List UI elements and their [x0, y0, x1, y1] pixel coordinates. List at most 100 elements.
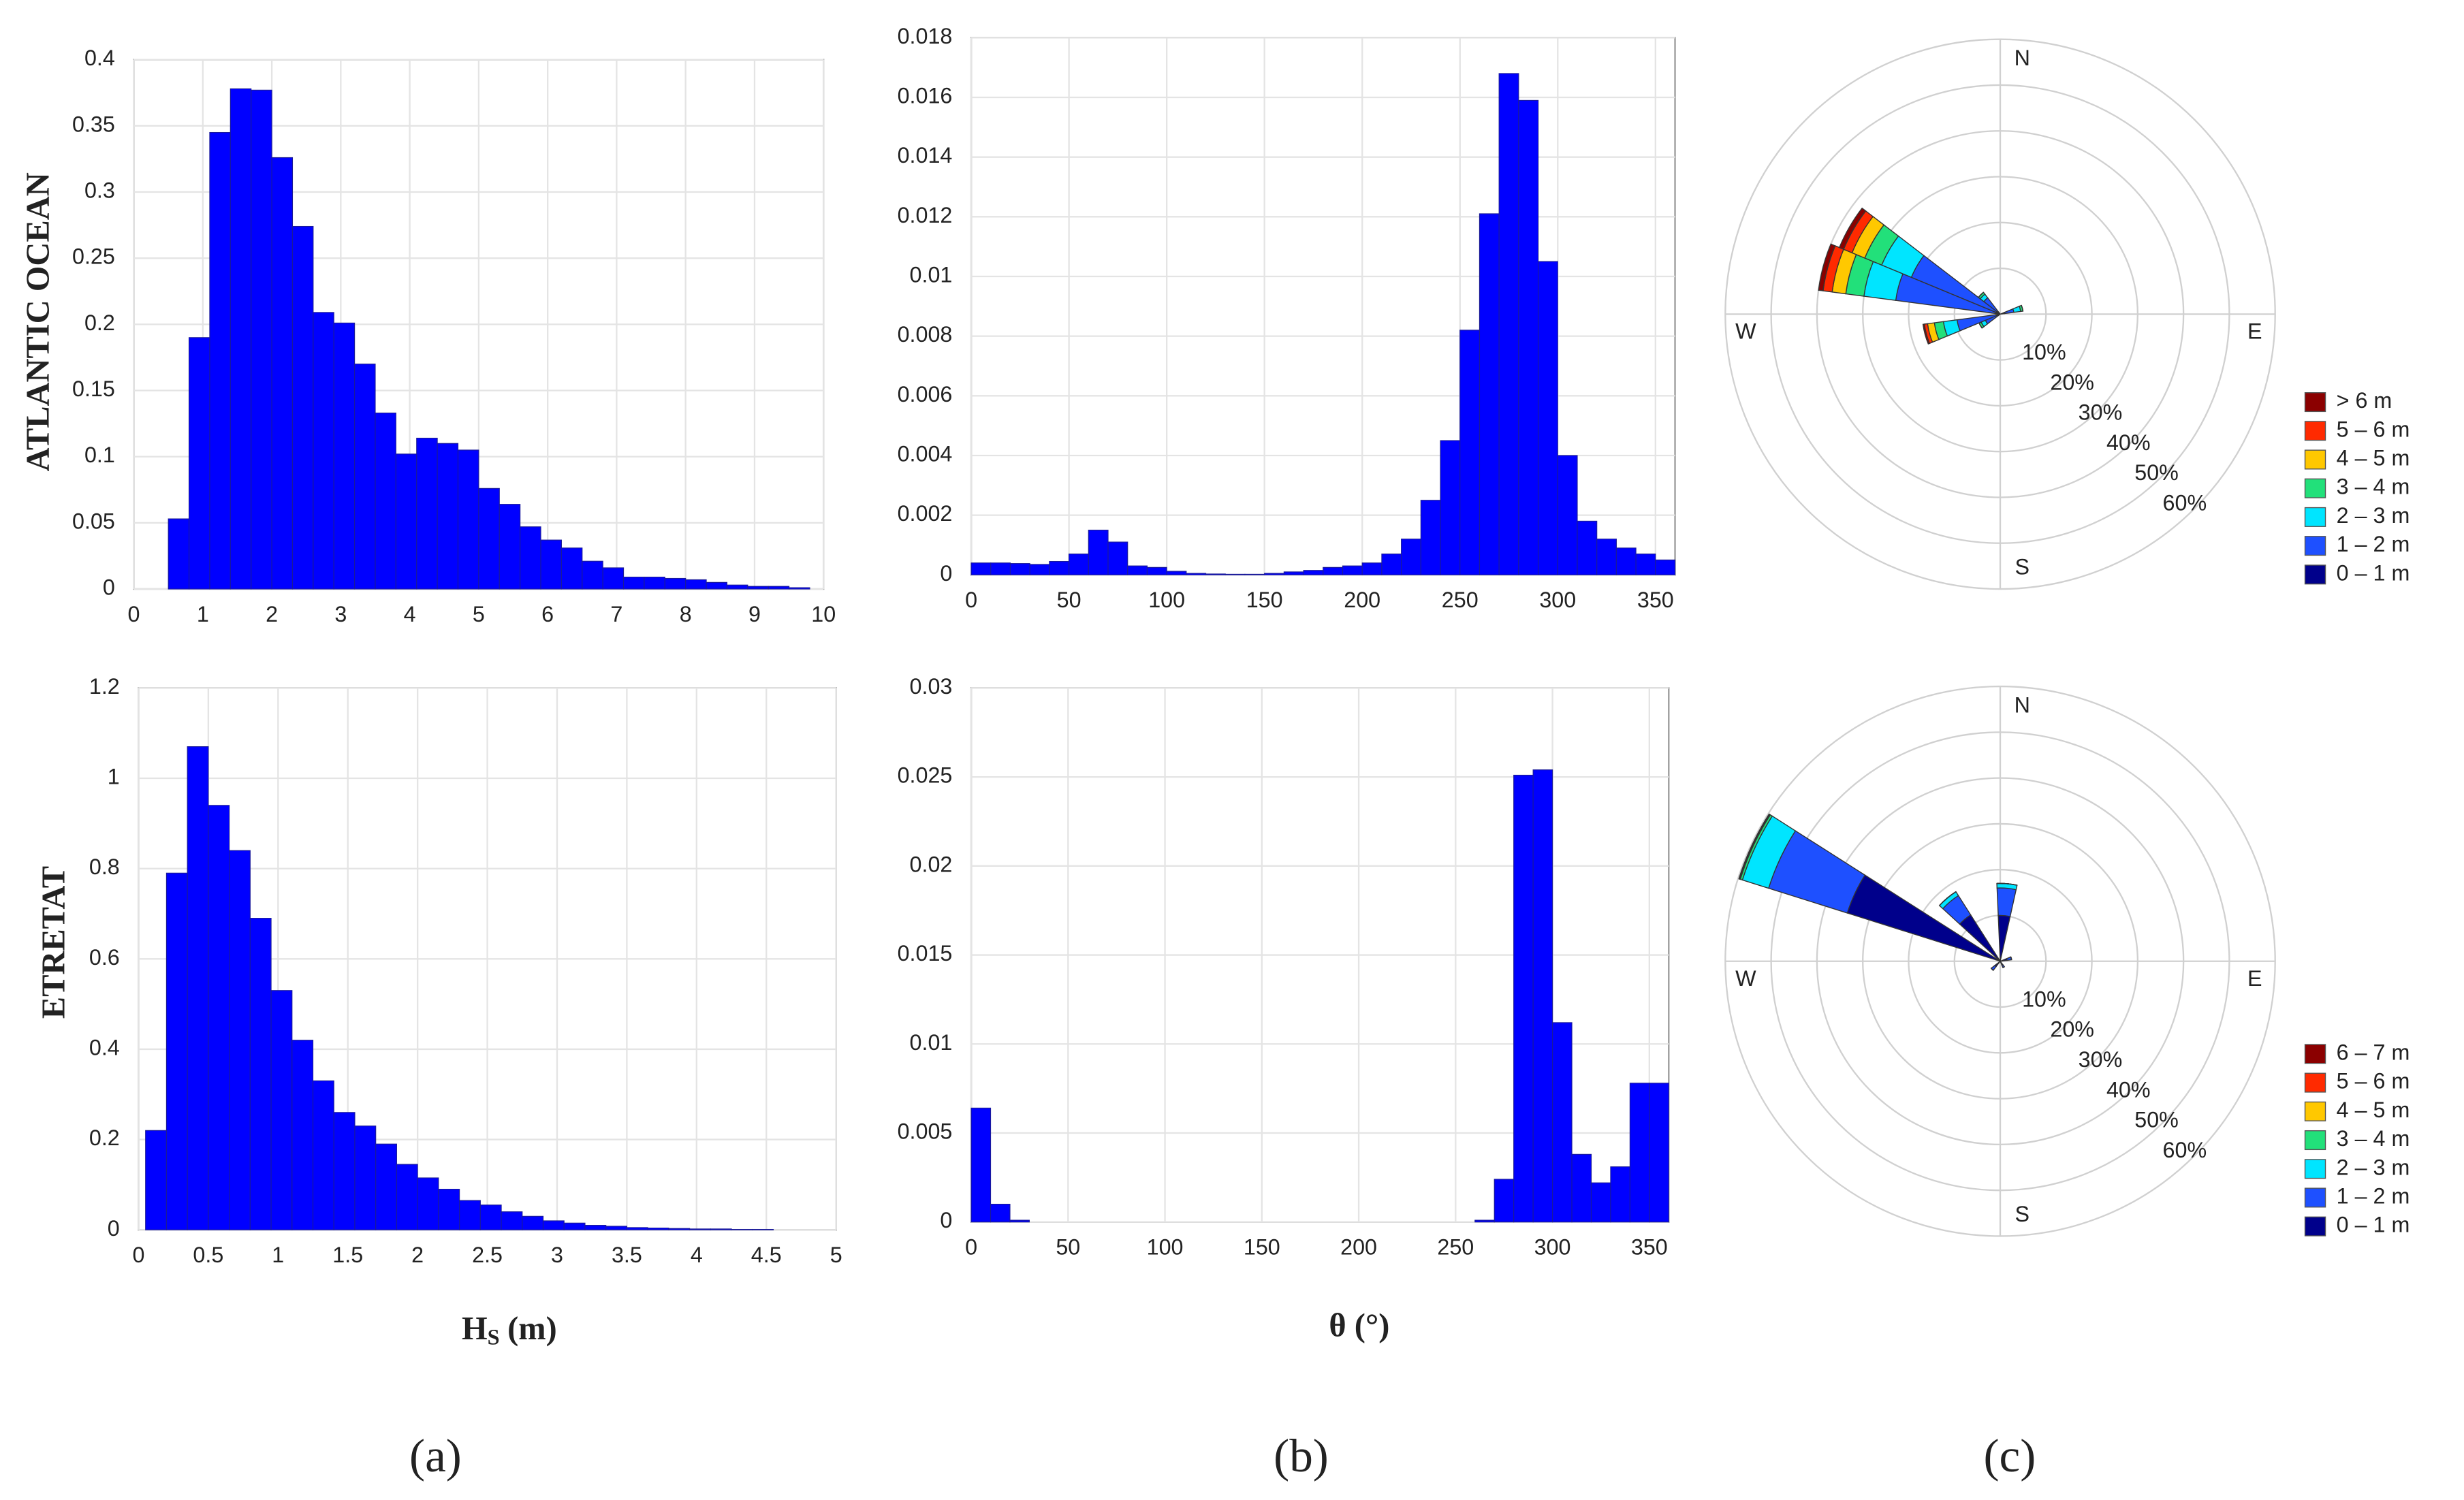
bar — [354, 1126, 377, 1230]
x-tick-label: 100 — [1148, 588, 1185, 612]
x-tick-label: 1 — [197, 602, 209, 626]
bar — [706, 581, 728, 590]
bar — [438, 1188, 460, 1230]
y-tick-label: 1.2 — [89, 674, 120, 699]
legend-swatch — [2304, 1216, 2326, 1236]
legend-swatch — [2304, 1044, 2326, 1064]
bar — [1577, 520, 1598, 575]
x-tick-label: 0 — [128, 602, 140, 626]
bar — [479, 1204, 502, 1230]
bar — [459, 1200, 481, 1230]
ring-label: 10% — [2022, 987, 2066, 1011]
bar — [1537, 261, 1558, 575]
x-tick-label: 150 — [1246, 588, 1283, 612]
bar — [457, 449, 479, 590]
rose-segment — [1997, 882, 2017, 886]
y-tick-label: 0.012 — [898, 203, 953, 227]
bar — [209, 131, 231, 590]
legend-swatch — [2304, 421, 2326, 441]
y-tick-label: 0.3 — [84, 178, 115, 203]
x-tick-label: 4 — [404, 602, 416, 626]
compass-label: W — [1735, 319, 1756, 344]
legend-swatch — [2304, 507, 2326, 527]
bar — [1381, 554, 1402, 575]
bar — [499, 504, 521, 590]
bar — [726, 584, 748, 590]
grid-ring — [1862, 823, 2139, 1100]
bar — [622, 576, 645, 590]
x-tick-label: 2 — [411, 1243, 424, 1267]
x-tick-label: 7 — [610, 602, 622, 626]
x-tick-label: 1.5 — [332, 1243, 363, 1267]
bar — [560, 547, 583, 590]
legend-label: 1 – 2 m — [2337, 1183, 2410, 1208]
y-tick-label: 0.01 — [910, 263, 953, 287]
bar — [291, 225, 314, 590]
legend-swatch — [2304, 478, 2326, 498]
compass-label: S — [2015, 555, 2030, 579]
grid-ring — [1816, 777, 2185, 1146]
x-tick-label: 0 — [965, 588, 977, 612]
bar — [437, 443, 459, 590]
bar — [542, 1220, 565, 1230]
y-tick-label: 0.008 — [898, 322, 953, 347]
bar — [1494, 1179, 1515, 1223]
x-tick-label: 6 — [541, 602, 554, 626]
bar — [582, 560, 603, 590]
ring-label: 60% — [2163, 1138, 2207, 1162]
grid-ring — [1908, 869, 2093, 1054]
bar — [1166, 571, 1187, 575]
rose-segment — [2021, 305, 2024, 312]
bar — [270, 990, 293, 1230]
x-tick-label: 0 — [965, 1234, 977, 1259]
bar — [970, 1107, 992, 1223]
x-tick-label: 8 — [680, 602, 692, 626]
bar — [1127, 565, 1148, 575]
grid-ring — [1724, 685, 2276, 1237]
bar — [208, 805, 230, 1230]
legend-label: 3 – 4 m — [2337, 1126, 2410, 1151]
bar — [789, 587, 810, 590]
bar — [563, 1222, 586, 1230]
y-tick-label: 0.016 — [898, 84, 953, 108]
bar — [1498, 73, 1519, 575]
legend-label: 2 – 3 m — [2337, 1155, 2410, 1179]
grid-ring — [1724, 38, 2276, 590]
legend-label: > 6 m — [2337, 388, 2392, 413]
bar — [375, 1143, 398, 1230]
ring-label: 10% — [2022, 340, 2066, 364]
bar — [1655, 559, 1676, 575]
bar — [710, 1228, 732, 1230]
compass-label: E — [2247, 966, 2262, 991]
grid-ring — [1953, 267, 2047, 361]
legend-swatch — [2304, 1101, 2326, 1121]
y-tick-label: 0.35 — [72, 112, 115, 136]
x-tick-label: 300 — [1539, 588, 1576, 612]
bar — [168, 518, 190, 590]
x-tick-label: 5 — [830, 1243, 842, 1267]
legend-label: 5 – 6 m — [2337, 417, 2410, 441]
x-tick-label: 100 — [1147, 1234, 1184, 1259]
ring-label: 30% — [2079, 400, 2123, 425]
legend-label: 1 – 2 m — [2337, 532, 2410, 556]
bar — [685, 579, 707, 590]
grid-ring — [1862, 176, 2139, 453]
panel-label: (b) — [1274, 1429, 1329, 1482]
bar — [1474, 1219, 1495, 1223]
rose-segment — [1838, 207, 1867, 250]
bar — [1440, 440, 1461, 575]
bar — [395, 453, 417, 590]
bar — [605, 1226, 627, 1230]
bar — [1361, 562, 1383, 575]
bar — [1401, 539, 1421, 575]
bar — [145, 1130, 168, 1230]
legend-swatch — [2304, 536, 2326, 556]
bar — [1264, 573, 1284, 575]
bar — [1552, 1022, 1573, 1223]
legend-label: 4 – 5 m — [2337, 1098, 2410, 1122]
bar — [1342, 565, 1363, 575]
bar — [416, 437, 438, 590]
y-tick-label: 0.2 — [84, 310, 115, 335]
x-tick-label: 4 — [691, 1243, 703, 1267]
